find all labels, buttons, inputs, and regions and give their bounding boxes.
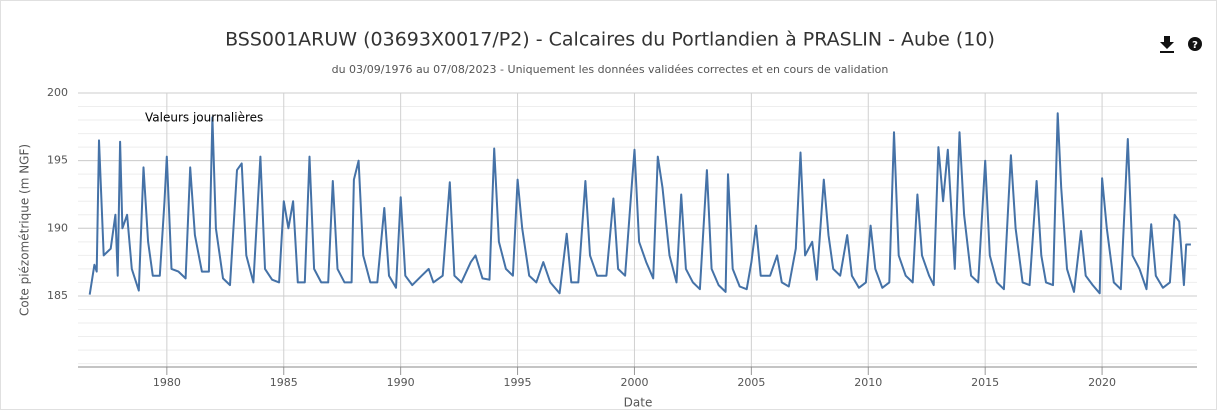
- x-axis-label: Date: [624, 396, 653, 410]
- x-tick-label: 2020: [1088, 376, 1116, 389]
- svg-text:?: ?: [1192, 40, 1198, 51]
- x-tick-label: 2005: [737, 376, 765, 389]
- x-tick-label: 2015: [971, 376, 999, 389]
- y-axis-label: Cote piézométrique (m NGF): [18, 144, 32, 316]
- x-tick-label: 1985: [270, 376, 298, 389]
- y-tick-label: 185: [47, 289, 68, 302]
- y-tick-label: 200: [47, 86, 68, 99]
- x-tick-label: 1980: [153, 376, 181, 389]
- annotation: Valeurs journalières: [145, 111, 263, 125]
- help-icon[interactable]: ?: [1188, 37, 1202, 51]
- y-tick-label: 190: [47, 221, 68, 234]
- chart-title: BSS001ARUW (03693X0017/P2) - Calcaires d…: [225, 29, 995, 51]
- x-tick-label: 1990: [387, 376, 415, 389]
- data-line: [88, 112, 1191, 295]
- x-tick-label: 2010: [854, 376, 882, 389]
- y-tick-label: 195: [47, 154, 68, 167]
- x-tick-label: 2000: [620, 376, 648, 389]
- download-icon[interactable]: [1160, 36, 1174, 53]
- chart-subtitle: du 03/09/1976 au 07/08/2023 - Uniquement…: [332, 63, 889, 76]
- x-tick-label: 1995: [504, 376, 532, 389]
